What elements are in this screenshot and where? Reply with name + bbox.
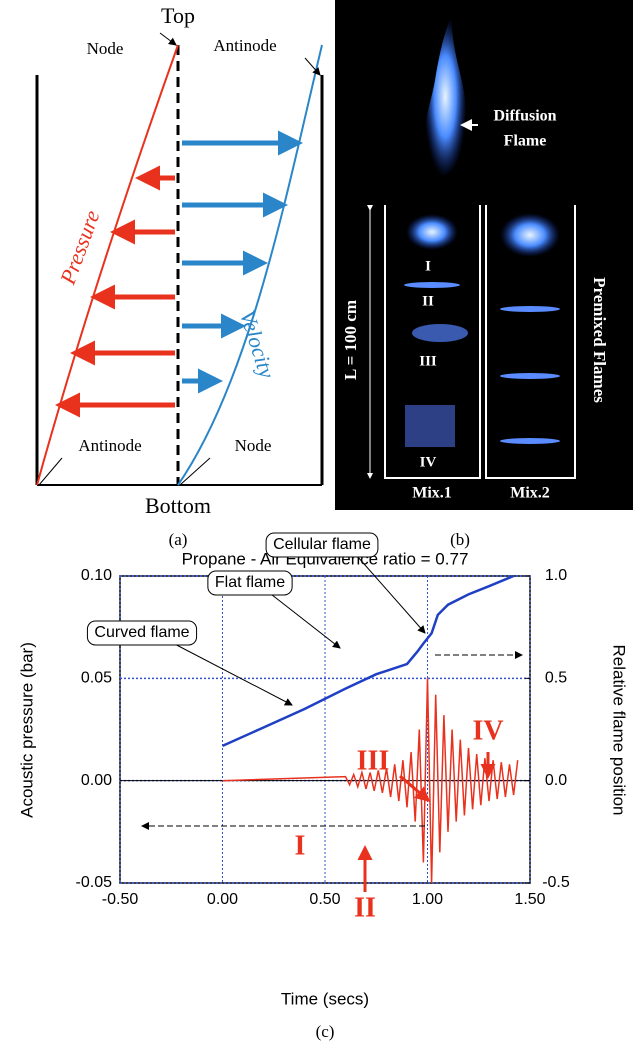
panel-b: Diffusion Flame L = 100 cm I II III IV M… bbox=[335, 0, 633, 549]
pressure-line bbox=[222, 678, 519, 884]
diffusion-label: Flame bbox=[504, 133, 547, 150]
y-tick-label: -0.05 bbox=[76, 874, 113, 891]
annotation-box bbox=[86, 620, 198, 646]
stage-label: IV bbox=[420, 454, 437, 470]
length-label: L = 100 cm bbox=[341, 300, 360, 380]
flame bbox=[500, 373, 560, 379]
flame bbox=[500, 213, 560, 257]
flame bbox=[500, 438, 560, 444]
flame bbox=[405, 405, 455, 447]
y2-tick-label: 0.5 bbox=[545, 670, 567, 687]
mix-label: Mix.2 bbox=[510, 485, 550, 502]
stage-label: III bbox=[357, 745, 390, 776]
flame bbox=[406, 214, 458, 250]
pointer bbox=[159, 32, 177, 46]
panel-a: Top Node Antinode Pressure Velocity Anti… bbox=[35, 3, 324, 549]
flame bbox=[412, 324, 468, 342]
photo bbox=[335, 0, 633, 510]
y2-tick-label: 0.0 bbox=[545, 772, 567, 789]
y-tick-label: 0.00 bbox=[81, 772, 112, 789]
stage-label: I bbox=[295, 830, 306, 861]
pointer bbox=[179, 457, 211, 486]
annotation-box bbox=[265, 532, 379, 558]
y-axis-label: Acoustic pressure (bar) bbox=[17, 642, 36, 818]
y-tick-label: 0.10 bbox=[81, 567, 112, 584]
stage-label: IV bbox=[472, 715, 503, 746]
diffusion-flame bbox=[423, 15, 468, 178]
stage-label: II bbox=[354, 892, 376, 923]
annotation-box bbox=[207, 570, 293, 596]
stage-label: III bbox=[419, 353, 437, 369]
annotation: Cellular flame bbox=[273, 536, 371, 553]
annotation-arrow bbox=[357, 556, 426, 634]
premixed-label: Premixed Flames bbox=[590, 277, 609, 403]
pressure-arrows bbox=[55, 165, 175, 418]
x-tick-label: 0.00 bbox=[207, 891, 238, 908]
annotation-arrow bbox=[176, 644, 293, 706]
x-axis-label: Time (secs) bbox=[281, 989, 369, 1008]
x-tick-label: 1.00 bbox=[412, 891, 443, 908]
annotation-arrow bbox=[271, 594, 341, 649]
bottom-label: Bottom bbox=[145, 493, 211, 518]
stage-label: II bbox=[422, 293, 434, 309]
node-label: Node bbox=[87, 39, 124, 58]
pointer bbox=[304, 57, 321, 76]
y-tick-label: 0.05 bbox=[81, 670, 112, 687]
caption: (b) bbox=[450, 530, 470, 549]
chart-title: Propane - Air Equivalence ratio = 0.77 bbox=[182, 549, 469, 568]
velocity-label: Velocity bbox=[235, 307, 280, 381]
x-tick-label: 1.50 bbox=[514, 891, 545, 908]
node-label: Node bbox=[235, 436, 272, 455]
stage-label: I bbox=[425, 258, 431, 274]
y2-tick-label: 1.0 bbox=[545, 567, 567, 584]
velocity-curve bbox=[177, 44, 323, 486]
flame-position-line bbox=[221, 574, 515, 748]
velocity-arrows bbox=[182, 130, 303, 394]
antinode-label: Antinode bbox=[78, 436, 141, 455]
y2-axis-label: Relative flame position bbox=[610, 644, 629, 815]
caption: (c) bbox=[316, 1022, 335, 1041]
annotation: Flat flame bbox=[215, 574, 285, 591]
annotation: Curved flame bbox=[94, 624, 189, 641]
top-label: Top bbox=[161, 3, 195, 28]
diffusion-label: Diffusion bbox=[493, 108, 556, 125]
pointer bbox=[38, 457, 63, 486]
pressure-label: Pressure bbox=[55, 207, 105, 289]
flame bbox=[404, 282, 460, 288]
y2-tick-label: -0.5 bbox=[542, 874, 570, 891]
mix-label: Mix.1 bbox=[412, 485, 452, 502]
flame bbox=[500, 306, 560, 312]
x-tick-label: -0.50 bbox=[102, 891, 139, 908]
pressure-curve bbox=[36, 44, 179, 486]
stage-arrow bbox=[399, 774, 431, 802]
antinode-label: Antinode bbox=[213, 36, 276, 55]
chart: Propane - Air Equivalence ratio = 0.77 T… bbox=[17, 532, 629, 1041]
x-tick-label: 0.50 bbox=[309, 891, 340, 908]
tube-outline bbox=[384, 205, 576, 479]
caption: (a) bbox=[169, 530, 188, 549]
